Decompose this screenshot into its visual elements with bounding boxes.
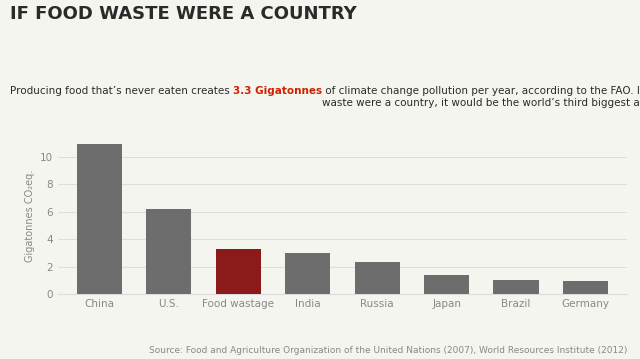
Bar (146, 209, 191, 294)
Bar (285, 253, 330, 294)
Text: Source: Food and Agriculture Organization of the United Nations (2007), World Re: Source: Food and Agriculture Organizatio… (149, 346, 627, 355)
Bar (216, 249, 260, 294)
Text: Producing food that’s never eaten creates: Producing food that’s never eaten create… (10, 86, 232, 96)
Bar (77, 144, 122, 294)
Text: IF FOOD WASTE WERE A COUNTRY: IF FOOD WASTE WERE A COUNTRY (10, 5, 356, 23)
Bar (424, 275, 469, 294)
Bar (355, 262, 400, 294)
Bar (493, 280, 539, 294)
Text: of climate change pollution per year, according to the FAO. If all of that food
: of climate change pollution per year, ac… (322, 86, 640, 108)
Y-axis label: Gigatonnes CO₂eq.: Gigatonnes CO₂eq. (26, 169, 35, 261)
Bar (563, 281, 608, 294)
Text: 3.3 Gigatonnes: 3.3 Gigatonnes (232, 86, 322, 96)
